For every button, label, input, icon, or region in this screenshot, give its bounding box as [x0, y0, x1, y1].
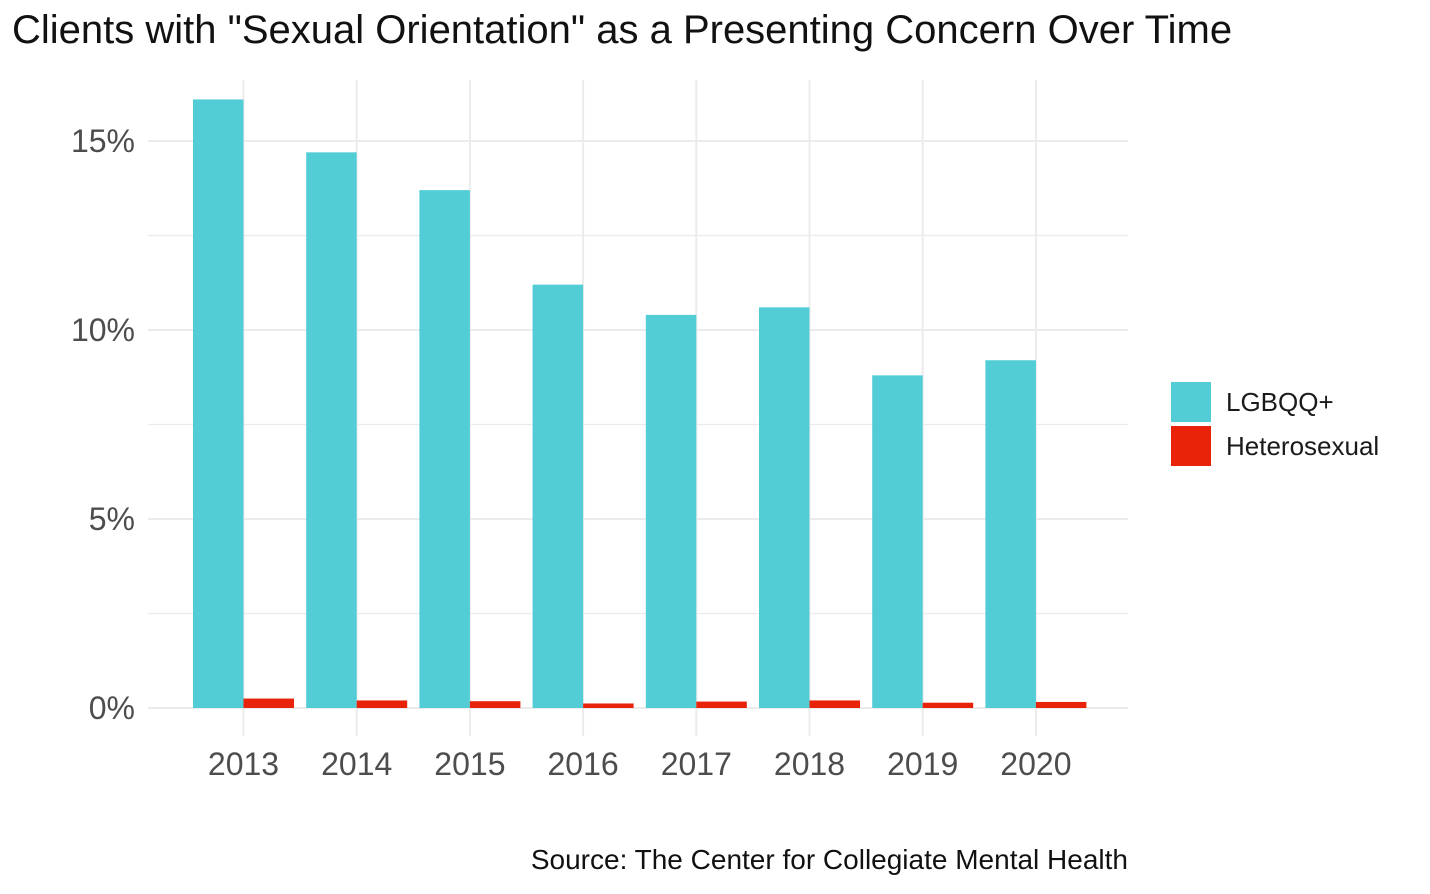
bar-lgbqq-2013: [193, 99, 244, 709]
grid-lines: [148, 80, 1128, 736]
legend-label-lgbqq: LGBQQ+: [1226, 386, 1334, 417]
x-tick-label: 2017: [661, 746, 732, 782]
x-tick-label: 2019: [887, 746, 958, 782]
x-tick-label: 2013: [208, 746, 279, 782]
x-tick-label: 2014: [321, 746, 392, 782]
chart-title: Clients with "Sexual Orientation" as a P…: [12, 8, 1233, 52]
bar-lgbqq-2019: [872, 375, 923, 708]
bar-heterosexual-2017: [696, 701, 747, 708]
x-axis-ticks: 2013 2014 2015 2016 2017 2018 2019 2020: [208, 746, 1072, 782]
bar-heterosexual-2020: [1035, 701, 1087, 708]
bar-lgbqq-2016: [532, 284, 584, 708]
bar-heterosexual-2018: [809, 700, 860, 708]
x-tick-label: 2018: [774, 746, 845, 782]
bar-heterosexual-2013: [243, 698, 294, 708]
bar-heterosexual-2016: [583, 703, 634, 708]
x-tick-label: 2016: [548, 746, 619, 782]
bar-lgbqq-2018: [759, 307, 810, 708]
legend: LGBQQ+ Heterosexual: [1171, 381, 1379, 469]
y-tick-label: 15%: [71, 123, 135, 159]
bar-heterosexual-2019: [922, 702, 974, 708]
legend-item-lgbqq: LGBQQ+: [1171, 381, 1379, 423]
legend-item-heterosexual: Heterosexual: [1171, 425, 1379, 467]
legend-swatch-heterosexual: [1171, 426, 1211, 466]
bar-heterosexual-2014: [356, 700, 408, 708]
x-tick-label: 2020: [1000, 746, 1071, 782]
bar-heterosexual-2015: [469, 701, 521, 708]
bar-lgbqq-2020: [985, 360, 1036, 708]
legend-label-heterosexual: Heterosexual: [1226, 430, 1380, 461]
y-axis-ticks: 0% 5% 10% 15%: [71, 123, 135, 726]
bar-lgbqq-2017: [645, 314, 697, 708]
bar-lgbqq-2015: [419, 190, 470, 708]
legend-swatch-lgbqq: [1171, 382, 1211, 422]
y-tick-label: 0%: [89, 690, 135, 726]
bar-lgbqq-2014: [306, 152, 357, 709]
x-tick-label: 2015: [434, 746, 505, 782]
bars: [193, 99, 1087, 709]
y-tick-label: 10%: [71, 312, 135, 348]
source-caption: Source: The Center for Collegiate Mental…: [530, 844, 1128, 875]
y-tick-label: 5%: [89, 501, 135, 537]
